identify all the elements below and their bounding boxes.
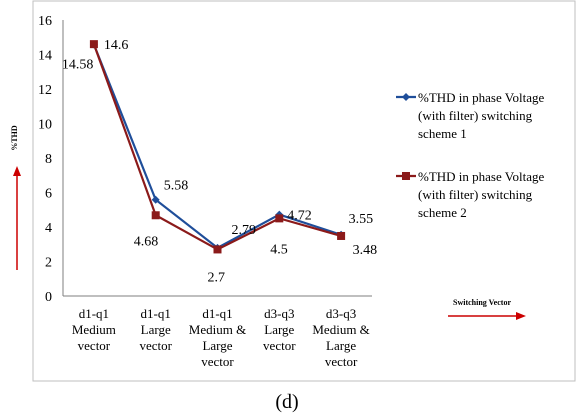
y-tick-label: 14 [38,49,52,64]
series-2-point [213,245,222,254]
data-label: 14.6 [104,38,128,53]
y-tick-label: 6 [45,187,52,202]
data-label: 2.79 [232,223,257,238]
y-tick-label: 4 [45,221,52,236]
data-label: 2.7 [208,270,226,285]
x-axis-title: Switching Vector [453,298,511,307]
legend-marker [402,93,410,101]
series-2-point [151,211,160,220]
data-label: 5.58 [164,179,189,194]
y-axis-ticks: 0 2 4 6 8 10 12 14 16 [38,14,52,305]
x-tick-label: d3-q3 Large vector [263,306,296,353]
y-tick-label: 16 [38,14,52,29]
series-2-point [337,231,346,240]
chart-border [32,0,576,382]
series-layer [89,40,346,254]
data-label: 3.55 [349,212,374,227]
x-arrow-head [516,312,526,320]
y-tick-label: 2 [45,256,52,271]
x-tick-label: d3-q3 Medium & Large vector [312,306,369,369]
legend-label: %THD in phase Voltage (with filter) switc… [418,90,544,141]
y-tick-label: 8 [45,152,52,167]
data-label: 3.48 [353,243,378,258]
data-label: 4.72 [287,209,312,224]
x-tick-label: d1-q1 Medium & Large vector [189,306,246,369]
legend-label: %THD in phase Voltage (with filter) switc… [418,169,544,220]
y-axis-title: %THD [10,125,19,151]
data-label: 4.68 [134,234,159,249]
figure-caption: (d) [275,391,298,413]
series-2-point [275,214,284,223]
series-1-point [151,195,160,204]
legend: %THD in phase Voltage (with filter) switc… [396,90,544,220]
y-axis-arrow [13,166,21,270]
data-label: 14.58 [62,57,94,72]
legend-marker [402,172,410,180]
data-labels: 14.58 14.6 5.58 4.68 2.79 2.7 4.72 4.5 3.55 3.48 [62,38,377,285]
data-label: 4.5 [270,242,288,257]
x-tick-label: d1-q1 Medium vector [72,306,116,353]
x-axis-ticks: d1-q1 Medium vector d1-q1 Large vector d1-q1 Me… [72,306,370,369]
y-tick-label: 0 [45,290,52,305]
y-arrow-head [13,166,21,176]
x-tick-label: d1-q1 Large vector [139,306,172,353]
y-tick-label: 12 [38,83,52,98]
y-tick-label: 10 [38,118,52,133]
series-2-point [89,40,98,49]
x-axis-arrow [448,312,526,320]
